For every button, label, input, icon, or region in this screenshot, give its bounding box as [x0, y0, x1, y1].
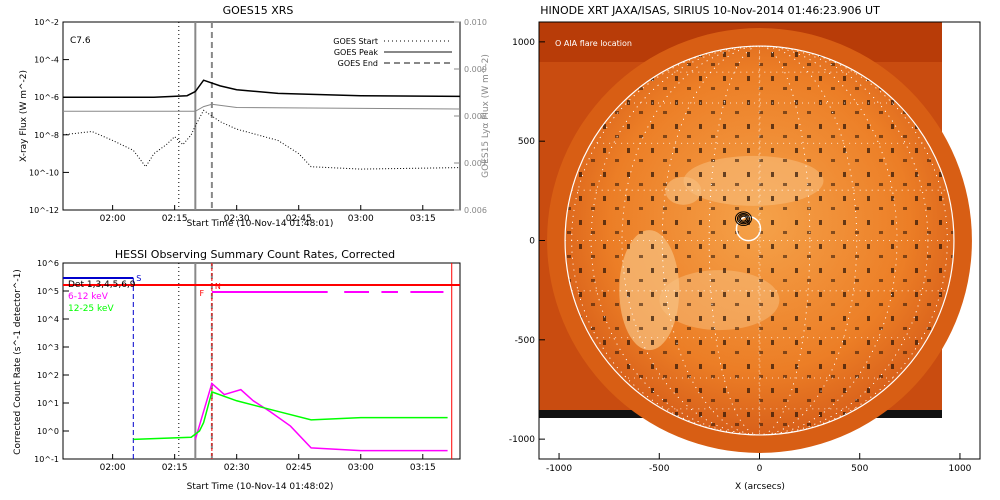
goes-legend: GOES Start GOES Peak GOES End — [333, 37, 452, 68]
xrt-x-tick-label: 1000 — [949, 464, 972, 474]
xrt-longitude-line — [661, 45, 858, 436]
hessi-x-tick-label: 03:00 — [348, 463, 374, 473]
hessi-y-tick-label: 10^2 — [37, 371, 59, 380]
goes-series-line-2 — [63, 103, 461, 112]
xrt-y-tick-label: -1000 — [509, 435, 535, 445]
goes-y-tick-label: 10^-10 — [29, 168, 59, 177]
xrt-longitude-line — [621, 45, 898, 436]
goes-x-tick-label: 02:15 — [162, 214, 188, 224]
hessi-series-line-0 — [194, 382, 448, 452]
xrt-annotation: O AIA flare location — [555, 39, 632, 48]
xrt-longitude-line — [590, 45, 929, 436]
xrt-flare-contour — [738, 214, 749, 223]
hessi-x-tick-label: 02:45 — [286, 463, 312, 473]
goes-series — [62, 79, 461, 170]
goes-y-tick-label: 10^-8 — [34, 131, 59, 140]
xrt-x-tick-label: -1000 — [546, 464, 572, 474]
xrt-flare-contour — [734, 211, 752, 226]
hessi-flags: S F N — [63, 263, 460, 459]
goes-y-tick-label: 10^-2 — [34, 18, 59, 27]
goes-xlabel: Start Time (10-Nov-14 01:48:01) — [187, 219, 334, 229]
hessi-xlabel: Start Time (10-Nov-14 01:48:02) — [187, 482, 334, 492]
xrt-longitude-line — [758, 45, 761, 436]
goes-y2-tick-label: 0.010 — [464, 18, 487, 27]
xrt-y-tick-label: -500 — [515, 336, 536, 346]
goes-ylabel: X-ray Flux (W m^-2) — [19, 70, 29, 162]
goes-x-ticks: 02:00 02:15 02:30 02:45 03:00 03:15 — [100, 205, 436, 224]
xrt-xlabel: X (arcsecs) — [735, 482, 785, 492]
hessi-legend-6-12: 6-12 keV — [68, 292, 109, 302]
goes-y-tick-label: 10^-12 — [29, 206, 59, 215]
xrt-x-ticks: -1000 -500 0 500 1000 — [546, 453, 972, 474]
xrt-x-tick-label: -500 — [649, 464, 670, 474]
legend-goes-peak: GOES Peak — [334, 48, 379, 57]
goes-x-tick-label: 02:30 — [224, 214, 250, 224]
goes-x-tick-label: 02:45 — [286, 214, 312, 224]
hessi-y-ticks: 10^-1 10^0 10^1 10^2 10^3 10^4 10^5 10^6 — [34, 259, 69, 464]
hessi-y-tick-label: 10^-1 — [34, 455, 59, 464]
hessi-det-label: Det 1,3,4,5,6,9 — [68, 280, 136, 290]
hessi-f-flag-label: F — [199, 289, 204, 298]
hessi-ylabel: Corrected Count Rate (s^-1 detector^-1) — [13, 269, 23, 455]
xrt-longitude-line — [708, 45, 811, 436]
goes-series-line-0 — [63, 79, 461, 98]
xrt-y-tick-label: 1000 — [512, 38, 535, 48]
hessi-series — [133, 382, 448, 452]
hessi-x-tick-label: 02:00 — [100, 463, 126, 473]
goes-y2-tick-label: 0.009 — [464, 65, 487, 74]
xrt-title: HINODE XRT JAXA/ISAS, SIRIUS 10-Nov-2014… — [540, 4, 880, 17]
goes-x-tick-label: 02:00 — [100, 214, 126, 224]
xrt-data-gap-blocks — [565, 46, 954, 435]
xrt-limb — [564, 45, 955, 436]
xrt-y-tick-label: 0 — [529, 237, 535, 247]
goes-y2-tick-label: 0.008 — [464, 112, 487, 121]
xrt-panel: HINODE XRT JAXA/ISAS, SIRIUS 10-Nov-2014… — [509, 4, 981, 492]
goes-y2-ticks: 0.006 0.007 0.008 0.009 0.010 — [454, 18, 487, 215]
goes-panel: GOES15 XRS C7.6 X-ray Flux (W m^-2) GOES… — [19, 4, 491, 229]
goes-title: GOES15 XRS — [223, 4, 294, 17]
goes-axes-frame — [62, 21, 461, 211]
legend-goes-start: GOES Start — [333, 37, 378, 46]
hessi-y-tick-label: 10^5 — [37, 287, 59, 296]
hessi-x-tick-label: 02:30 — [224, 463, 250, 473]
xrt-y-tick-label: 500 — [518, 137, 535, 147]
goes-y-tick-label: 10^-4 — [34, 56, 59, 65]
legend-goes-end: GOES End — [338, 59, 378, 68]
hessi-legend-12-25: 12-25 keV — [68, 304, 114, 314]
hessi-n-flag-label: N — [215, 282, 221, 291]
hessi-series-line-1 — [133, 390, 448, 441]
xrt-x-tick-label: 0 — [757, 464, 763, 474]
hessi-panel: HESSI Observing Summary Count Rates, Cor… — [13, 248, 461, 492]
hessi-x-tick-label: 03:15 — [410, 463, 436, 473]
goes-y-tick-label: 10^-6 — [34, 93, 59, 102]
hessi-y-tick-label: 10^3 — [37, 343, 59, 352]
goes-series-line-1 — [62, 109, 461, 170]
hessi-title: HESSI Observing Summary Count Rates, Cor… — [115, 248, 395, 261]
hessi-axes-frame — [62, 262, 461, 460]
goes-y2-tick-label: 0.007 — [464, 159, 487, 168]
xrt-flare-contour — [736, 213, 750, 225]
hessi-y-tick-label: 10^4 — [37, 315, 59, 324]
goes-x-tick-label: 03:00 — [348, 214, 374, 224]
xrt-flare-contour — [739, 215, 747, 222]
xrt-x-tick-label: 500 — [851, 464, 868, 474]
hessi-x-tick-label: 02:15 — [162, 463, 188, 473]
xrt-solar-disk — [547, 28, 972, 453]
hessi-x-ticks: 02:00 02:15 02:30 02:45 03:00 03:15 — [100, 454, 436, 473]
hessi-s-flag-label: S — [136, 274, 141, 283]
hessi-y-tick-label: 10^0 — [37, 427, 59, 436]
goes-y2label: GOES15 Lyα Flux (W m^-2) — [481, 54, 491, 178]
hessi-y-tick-label: 10^6 — [37, 259, 59, 268]
xrt-y-ticks: -1000 -500 0 500 1000 — [509, 38, 545, 445]
goes-y2-tick-label: 0.006 — [464, 206, 487, 215]
goes-flare-class: C7.6 — [70, 36, 91, 46]
goes-x-tick-label: 03:15 — [410, 214, 436, 224]
hessi-y-tick-label: 10^1 — [37, 399, 59, 408]
goes-markers — [178, 22, 213, 210]
